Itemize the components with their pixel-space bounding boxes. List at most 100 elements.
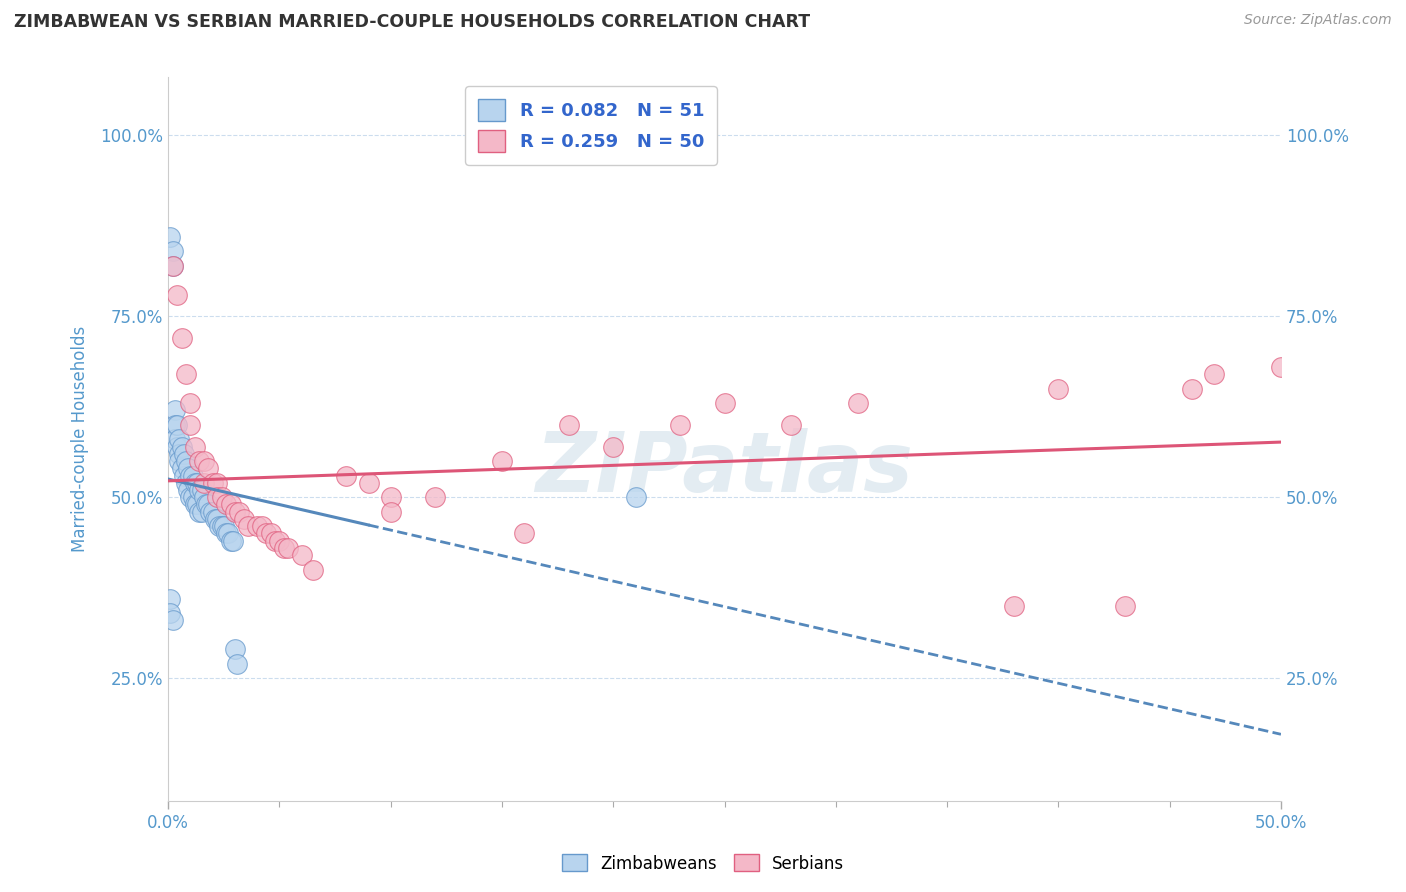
Point bbox=[212, 519, 235, 533]
Point bbox=[163, 403, 186, 417]
Point bbox=[179, 417, 201, 432]
Point bbox=[1270, 359, 1292, 374]
Point bbox=[169, 433, 191, 447]
Point bbox=[219, 498, 242, 512]
Point bbox=[780, 417, 803, 432]
Point bbox=[205, 490, 228, 504]
Point bbox=[163, 417, 186, 432]
Point bbox=[186, 498, 208, 512]
Point bbox=[188, 505, 211, 519]
Point bbox=[228, 505, 250, 519]
Point bbox=[713, 396, 735, 410]
Point bbox=[204, 512, 226, 526]
Point bbox=[224, 642, 246, 657]
Point bbox=[195, 498, 218, 512]
Point bbox=[273, 541, 295, 555]
Point bbox=[181, 490, 204, 504]
Point bbox=[205, 512, 228, 526]
Point bbox=[208, 519, 231, 533]
Point bbox=[380, 505, 402, 519]
Point bbox=[558, 417, 581, 432]
Point bbox=[190, 505, 212, 519]
Point bbox=[193, 490, 215, 504]
Point bbox=[669, 417, 692, 432]
Text: ZIMBABWEAN VS SERBIAN MARRIED-COUPLE HOUSEHOLDS CORRELATION CHART: ZIMBABWEAN VS SERBIAN MARRIED-COUPLE HOU… bbox=[14, 13, 810, 31]
Point bbox=[291, 548, 314, 562]
Point bbox=[159, 606, 181, 620]
Point bbox=[215, 526, 238, 541]
Point bbox=[188, 454, 211, 468]
Point bbox=[162, 244, 184, 259]
Point bbox=[181, 468, 204, 483]
Point bbox=[1114, 599, 1136, 613]
Point bbox=[1181, 382, 1204, 396]
Point bbox=[173, 468, 195, 483]
Point bbox=[222, 533, 245, 548]
Point bbox=[425, 490, 447, 504]
Point bbox=[184, 440, 207, 454]
Text: ZIPatlas: ZIPatlas bbox=[536, 428, 914, 508]
Point bbox=[174, 367, 197, 381]
Point bbox=[162, 259, 184, 273]
Point bbox=[163, 433, 186, 447]
Point bbox=[170, 461, 193, 475]
Point bbox=[513, 526, 536, 541]
Point bbox=[179, 468, 201, 483]
Text: Source: ZipAtlas.com: Source: ZipAtlas.com bbox=[1244, 13, 1392, 28]
Y-axis label: Married-couple Households: Married-couple Households bbox=[72, 326, 89, 552]
Point bbox=[219, 533, 242, 548]
Point bbox=[177, 461, 200, 475]
Point bbox=[380, 490, 402, 504]
Point bbox=[201, 475, 224, 490]
Point bbox=[269, 533, 291, 548]
Point bbox=[232, 512, 254, 526]
Point bbox=[169, 447, 191, 461]
Point bbox=[1047, 382, 1070, 396]
Point bbox=[197, 461, 219, 475]
Point bbox=[186, 475, 208, 490]
Point bbox=[166, 287, 188, 301]
Point bbox=[188, 483, 211, 497]
Point bbox=[624, 490, 647, 504]
Point bbox=[246, 519, 269, 533]
Point bbox=[200, 505, 222, 519]
Point bbox=[201, 505, 224, 519]
Point bbox=[169, 454, 191, 468]
Point bbox=[211, 490, 233, 504]
Point bbox=[173, 447, 195, 461]
Legend: R = 0.082   N = 51, R = 0.259   N = 50: R = 0.082 N = 51, R = 0.259 N = 50 bbox=[465, 87, 717, 165]
Point bbox=[491, 454, 513, 468]
Point bbox=[217, 526, 239, 541]
Point bbox=[335, 468, 357, 483]
Point bbox=[193, 475, 215, 490]
Point bbox=[224, 505, 246, 519]
Point bbox=[238, 519, 260, 533]
Point bbox=[846, 396, 869, 410]
Point bbox=[264, 533, 287, 548]
Point bbox=[190, 483, 212, 497]
Point bbox=[197, 498, 219, 512]
Point bbox=[205, 475, 228, 490]
Point bbox=[159, 591, 181, 606]
Point bbox=[211, 519, 233, 533]
Point bbox=[174, 454, 197, 468]
Point bbox=[170, 440, 193, 454]
Point bbox=[166, 440, 188, 454]
Point bbox=[1002, 599, 1025, 613]
Point bbox=[166, 417, 188, 432]
Point bbox=[277, 541, 299, 555]
Point bbox=[179, 396, 201, 410]
Point bbox=[162, 613, 184, 627]
Point bbox=[357, 475, 380, 490]
Point bbox=[215, 498, 238, 512]
Point bbox=[184, 498, 207, 512]
Point bbox=[162, 259, 184, 273]
Point bbox=[179, 490, 201, 504]
Point bbox=[184, 475, 207, 490]
Point bbox=[193, 454, 215, 468]
Point bbox=[250, 519, 273, 533]
Point bbox=[170, 331, 193, 345]
Point bbox=[254, 526, 277, 541]
Point bbox=[159, 229, 181, 244]
Point bbox=[1204, 367, 1226, 381]
